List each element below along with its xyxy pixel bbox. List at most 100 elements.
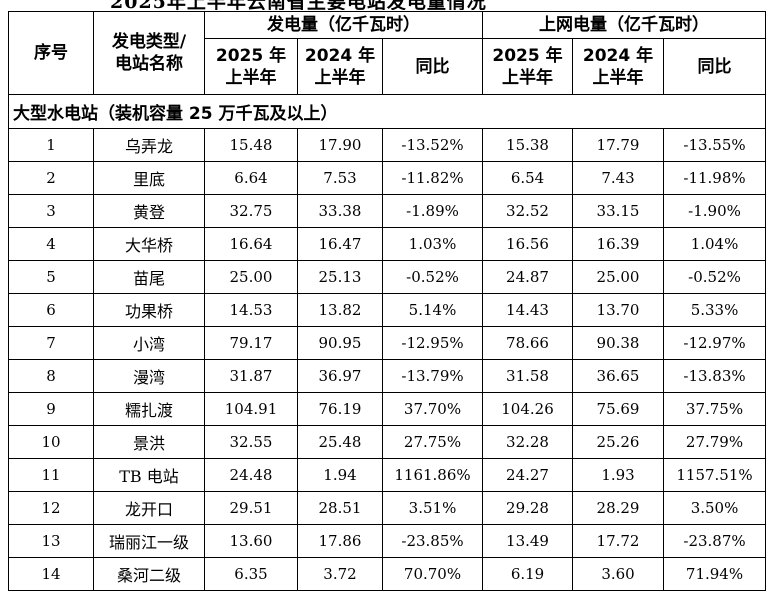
cell-grid-yoy: 3.50% <box>663 491 767 525</box>
table-row: 2 里底 6.64 7.53 -11.82% 6.54 7.43 -11.98% <box>8 161 767 195</box>
cell-grid-2025: 29.28 <box>482 491 574 525</box>
cell-grid-2024: 1.93 <box>572 458 665 492</box>
cell-grid-yoy: -13.55% <box>663 128 767 162</box>
header-generation-group: 发电量（亿千瓦时） <box>203 11 484 39</box>
table-row: 12 龙开口 29.51 28.51 3.51% 29.28 28.29 3.50% <box>8 491 767 525</box>
cell-gen-yoy: 3.51% <box>381 491 484 525</box>
cell-station-name: 功果桥 <box>93 293 205 327</box>
cell-gen-2024: 16.47 <box>297 227 383 261</box>
header-grid-2025: 2025 年 上半年 <box>482 38 574 95</box>
table-row: 4 大华桥 16.64 16.47 1.03% 16.56 16.39 1.04% <box>8 227 767 261</box>
header-gen-2024-line2: 上半年 <box>314 67 366 88</box>
cell-station-name: 大华桥 <box>93 227 205 261</box>
cell-gen-yoy: 70.70% <box>381 557 484 591</box>
cell-grid-2025: 24.27 <box>482 458 574 492</box>
cell-gen-2025: 16.64 <box>204 227 298 261</box>
cell-grid-2024: 17.79 <box>572 128 665 162</box>
cell-station-name: 苗尾 <box>93 260 205 294</box>
cell-grid-2025: 78.66 <box>482 326 574 360</box>
cell-index: 14 <box>8 557 94 591</box>
cell-gen-2024: 33.38 <box>297 194 383 228</box>
table-row: 14 桑河二级 6.35 3.72 70.70% 6.19 3.60 71.94% <box>8 557 767 591</box>
table-row: 9 糯扎渡 104.91 76.19 37.70% 104.26 75.69 37.75% <box>8 392 767 426</box>
header-gen-2024: 2024 年 上半年 <box>297 38 383 95</box>
cell-grid-2024: 36.65 <box>572 359 665 393</box>
cell-grid-yoy: 1.04% <box>663 227 767 261</box>
table-row: 10 景洪 32.55 25.48 27.75% 32.28 25.26 27.79% <box>8 425 767 459</box>
cell-grid-yoy: 1157.51% <box>663 458 767 492</box>
cell-index: 3 <box>8 194 94 228</box>
cell-gen-2025: 31.87 <box>204 359 298 393</box>
cell-gen-2024: 17.86 <box>297 524 383 558</box>
header-gen-2025: 2025 年 上半年 <box>204 38 298 95</box>
cell-grid-2025: 16.56 <box>482 227 574 261</box>
cell-grid-yoy: -1.90% <box>663 194 767 228</box>
cell-grid-2024: 7.43 <box>572 161 665 195</box>
cell-station-name: 龙开口 <box>93 491 205 525</box>
cell-grid-yoy: -23.87% <box>663 524 767 558</box>
header-gen-2025-line1: 2025 年 <box>215 45 287 66</box>
cell-station-name: 瑞丽江一级 <box>93 524 205 558</box>
table-row: 5 苗尾 25.00 25.13 -0.52% 24.87 25.00 -0.52% <box>8 260 767 294</box>
cell-gen-yoy: 37.70% <box>381 392 484 426</box>
cell-grid-2024: 25.26 <box>572 425 665 459</box>
cell-station-name: 乌弄龙 <box>93 128 205 162</box>
cell-grid-yoy: 71.94% <box>663 557 767 591</box>
cell-grid-2024: 28.29 <box>572 491 665 525</box>
cell-station-name: 漫湾 <box>93 359 205 393</box>
header-grid-group: 上网电量（亿千瓦时） <box>482 11 767 39</box>
cell-gen-2024: 25.48 <box>297 425 383 459</box>
table-row: 1 乌弄龙 15.48 17.90 -13.52% 15.38 17.79 -13.55% <box>8 128 767 162</box>
cell-gen-2025: 24.48 <box>204 458 298 492</box>
cell-station-name: 桑河二级 <box>93 557 205 591</box>
cell-gen-2024: 7.53 <box>297 161 383 195</box>
cell-index: 10 <box>8 425 94 459</box>
cell-grid-2025: 6.19 <box>482 557 574 591</box>
cell-gen-yoy: 1.03% <box>381 227 484 261</box>
category-label: 大型水电站（装机容量 25 万千瓦及以上） <box>7 94 767 129</box>
header-index: 序号 <box>8 11 94 95</box>
cell-gen-yoy: -11.82% <box>381 161 484 195</box>
header-grid-2025-line2: 上半年 <box>502 67 554 88</box>
cell-gen-2024: 28.51 <box>297 491 383 525</box>
cell-gen-2024: 17.90 <box>297 128 383 162</box>
cell-gen-yoy: -0.52% <box>381 260 484 294</box>
cell-gen-2024: 13.82 <box>297 293 383 327</box>
cell-gen-yoy: 5.14% <box>381 293 484 327</box>
table-row: 7 小湾 79.17 90.95 -12.95% 78.66 90.38 -12.97% <box>8 326 767 360</box>
cell-gen-2025: 14.53 <box>204 293 298 327</box>
cell-grid-2024: 25.00 <box>572 260 665 294</box>
cell-gen-2025: 6.64 <box>204 161 298 195</box>
header-gen-yoy: 同比 <box>381 38 484 95</box>
cell-grid-yoy: 27.79% <box>663 425 767 459</box>
cell-grid-2024: 17.72 <box>572 524 665 558</box>
header-row-group: 序号 发电类型/ 电站名称 发电量（亿千瓦时） 上网电量（亿千瓦时） <box>8 11 767 95</box>
cell-index: 12 <box>8 491 94 525</box>
cell-index: 7 <box>8 326 94 360</box>
cell-gen-2025: 104.91 <box>204 392 298 426</box>
cell-gen-2025: 6.35 <box>204 557 298 591</box>
table-row: 8 漫湾 31.87 36.97 -13.79% 31.58 36.65 -13.83% <box>8 359 767 393</box>
cell-gen-2025: 32.75 <box>204 194 298 228</box>
page-heading-cropped: 2025年上半年云南省主要电站发电量情况 <box>0 0 777 10</box>
cell-index: 11 <box>8 458 94 492</box>
cell-grid-2025: 32.52 <box>482 194 574 228</box>
cell-station-name: 黄登 <box>93 194 205 228</box>
cell-grid-2024: 33.15 <box>572 194 665 228</box>
cell-gen-2025: 32.55 <box>204 425 298 459</box>
cell-index: 13 <box>8 524 94 558</box>
header-station-type: 发电类型/ 电站名称 <box>93 11 205 95</box>
cell-gen-2024: 90.95 <box>297 326 383 360</box>
cell-index: 5 <box>8 260 94 294</box>
cell-grid-2024: 75.69 <box>572 392 665 426</box>
cell-gen-2024: 25.13 <box>297 260 383 294</box>
table-row: 11 TB 电站 24.48 1.94 1161.86% 24.27 1.93 1157.51… <box>8 458 767 492</box>
cell-grid-2025: 15.38 <box>482 128 574 162</box>
header-grid-2024: 2024 年 上半年 <box>572 38 665 95</box>
cell-gen-yoy: -12.95% <box>381 326 484 360</box>
cell-grid-2025: 104.26 <box>482 392 574 426</box>
table-row: 6 功果桥 14.53 13.82 5.14% 14.43 13.70 5.33% <box>8 293 767 327</box>
cell-gen-2025: 13.60 <box>204 524 298 558</box>
cell-grid-yoy: -13.83% <box>663 359 767 393</box>
cell-grid-2024: 13.70 <box>572 293 665 327</box>
